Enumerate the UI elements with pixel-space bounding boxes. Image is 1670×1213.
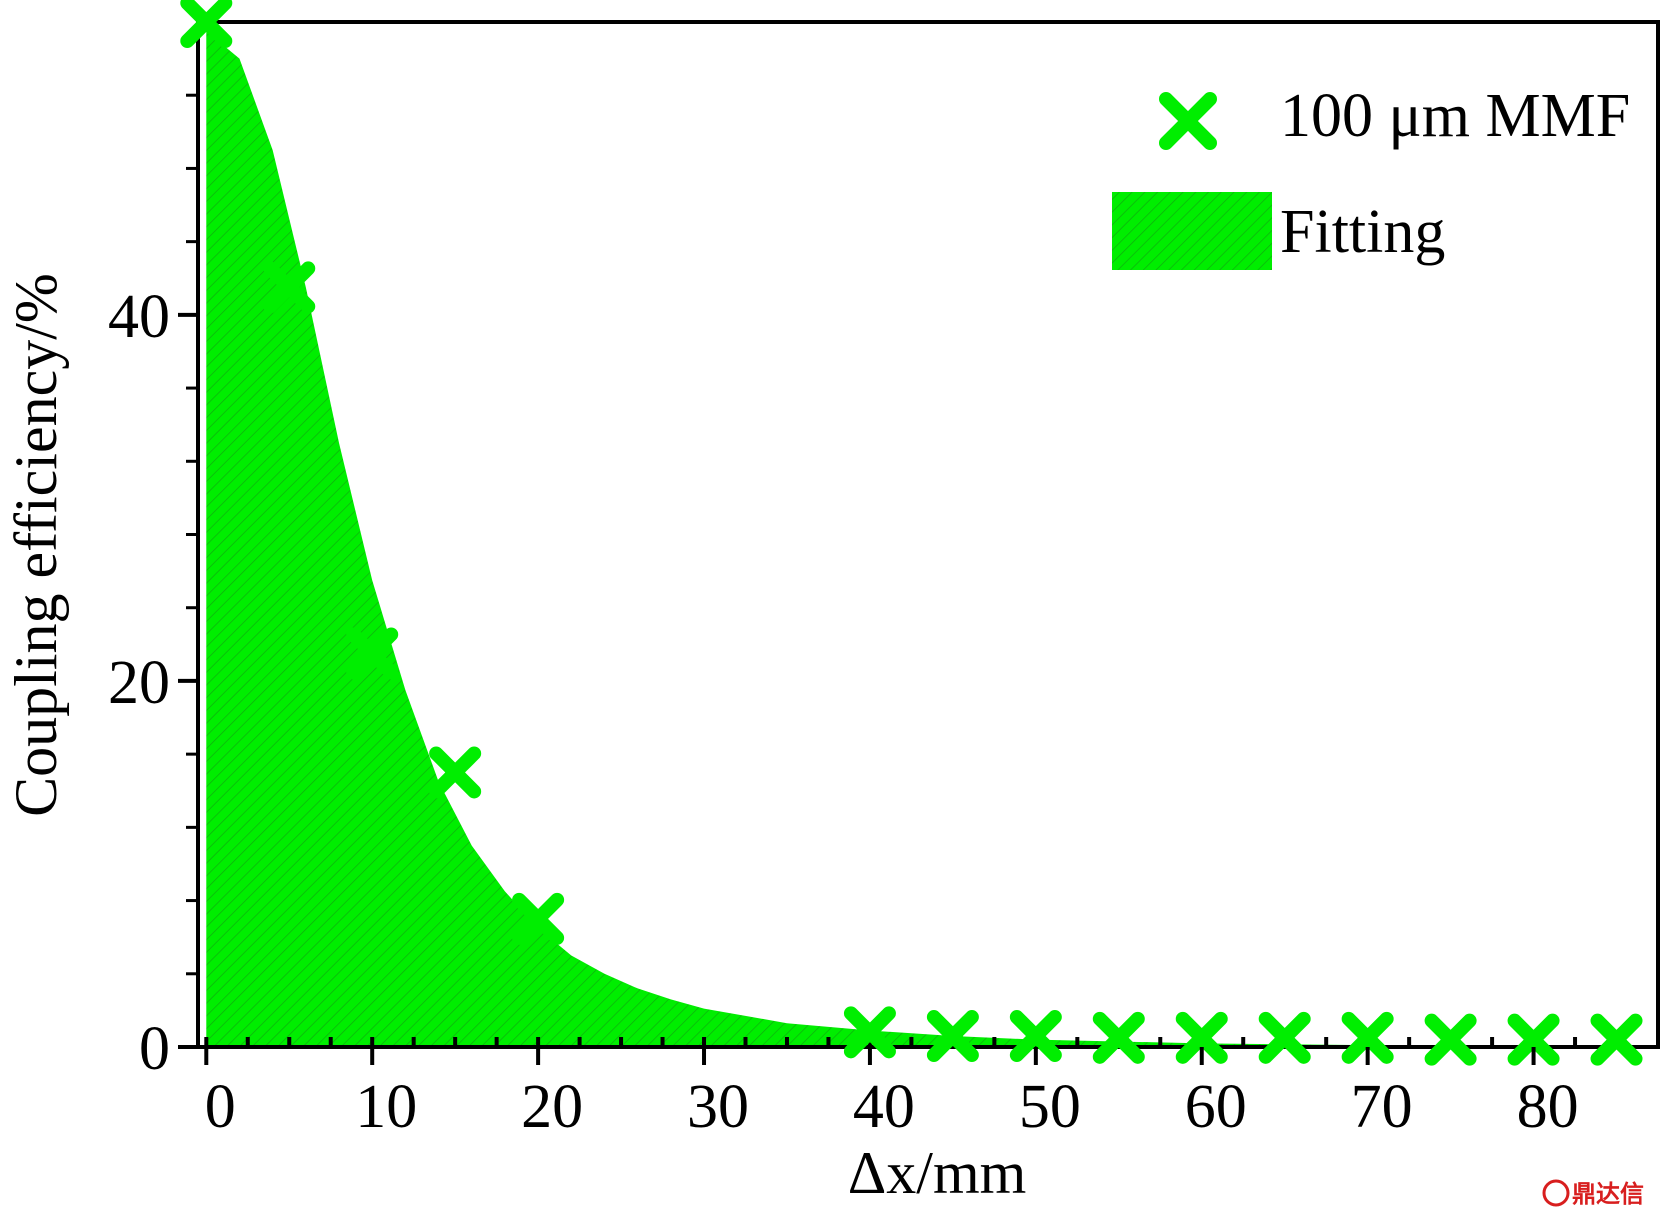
- x-tick-label: 30: [687, 1073, 749, 1141]
- data-point: [429, 746, 482, 799]
- legend-label-fitting: Fitting: [1280, 198, 1445, 266]
- data-point: [1507, 1013, 1560, 1066]
- legend-marker-100um-mmf: [1159, 92, 1217, 150]
- y-tick-label: 0: [139, 1015, 170, 1083]
- data-point: [180, 0, 233, 48]
- data-point: [1175, 1011, 1228, 1064]
- watermark: 鼎达信: [1542, 1179, 1644, 1208]
- legend-x-marker-icon: [1159, 92, 1217, 150]
- legend-swatch-fitting: [1112, 192, 1272, 270]
- tick-labels: 0 10 20 30 40 50 60 70 80 0 20 40: [108, 283, 1579, 1141]
- watermark-logo-icon: [1542, 1179, 1570, 1207]
- x-axis-title: Δx/mm: [848, 1140, 1027, 1206]
- watermark-text: 鼎达信: [1572, 1180, 1644, 1208]
- data-point: [1424, 1013, 1477, 1066]
- fitting-area-layer: [206, 31, 1650, 1047]
- legend-label-100um-mmf: 100 μm MMF: [1280, 82, 1630, 150]
- data-point: [1590, 1013, 1643, 1066]
- x-tick-label: 50: [1019, 1073, 1081, 1141]
- x-tick-label: 0: [205, 1073, 236, 1141]
- data-markers: [180, 0, 1643, 1066]
- data-point: [1092, 1011, 1145, 1064]
- data-point: [1341, 1011, 1394, 1064]
- data-point: [512, 892, 565, 945]
- data-point: [1258, 1011, 1311, 1064]
- y-axis-title: Coupling efficiency/%: [3, 273, 69, 817]
- x-tick-label: 80: [1517, 1073, 1579, 1141]
- x-tick-label: 10: [355, 1073, 417, 1141]
- data-point: [263, 261, 316, 314]
- data-point: [1009, 1010, 1062, 1063]
- x-tick-label: 70: [1351, 1073, 1413, 1141]
- data-point: [926, 1010, 979, 1063]
- x-tick-label: 40: [853, 1073, 915, 1141]
- data-point: [346, 627, 399, 680]
- fitting-area: [206, 31, 1650, 1047]
- x-tick-label: 60: [1185, 1073, 1247, 1141]
- data-point: [843, 1006, 896, 1059]
- y-tick-label: 40: [108, 283, 170, 351]
- y-tick-label: 20: [108, 649, 170, 717]
- legend: 100 μm MMF Fitting: [1112, 82, 1630, 270]
- x-tick-label: 20: [521, 1073, 583, 1141]
